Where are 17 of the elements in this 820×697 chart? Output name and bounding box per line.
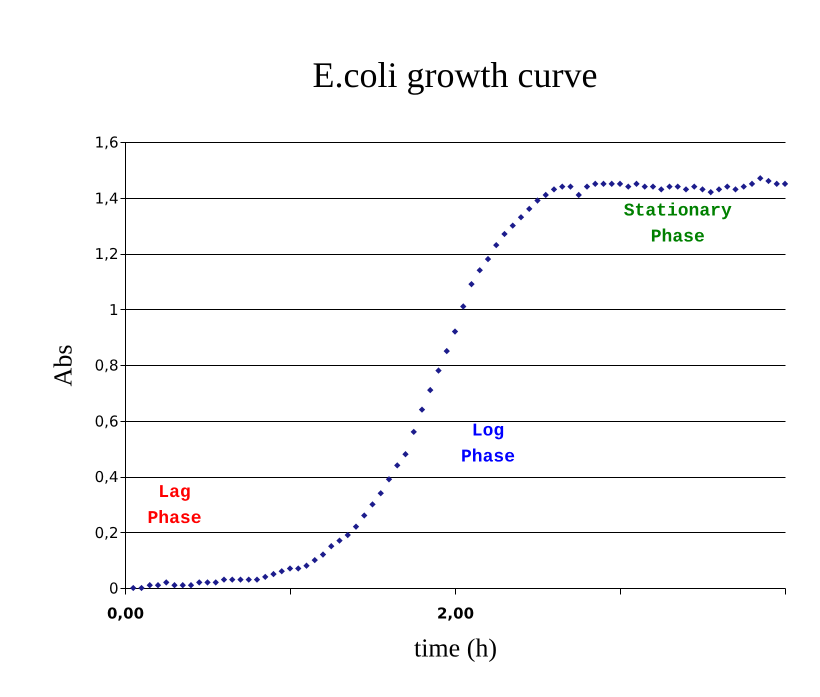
annotation: Log Phase — [460, 422, 516, 468]
y-tick-label: 1,6 — [94, 134, 118, 152]
y-tick-label: 0,4 — [94, 468, 118, 486]
y-axis-title: Abs — [48, 344, 78, 386]
y-tick-label: 0,6 — [94, 412, 118, 430]
y-tick-label: 0,8 — [94, 356, 118, 374]
x-axis-title: time (h) — [414, 634, 498, 662]
annotation: Lag Phase — [147, 482, 202, 529]
chart-title: E.coli growth curve — [312, 55, 598, 95]
y-tick-label: 1 — [108, 300, 118, 319]
x-tick-label: 0,00 — [106, 604, 144, 622]
y-tick-label: 0,2 — [94, 524, 118, 542]
x-tick-label: 2,00 — [436, 604, 474, 622]
text: 0 — [108, 580, 118, 598]
y-tick-label: 1,4 — [94, 189, 118, 208]
annotation: Stationary Phase — [624, 201, 732, 248]
y-tick-label: 1,2 — [94, 245, 118, 263]
